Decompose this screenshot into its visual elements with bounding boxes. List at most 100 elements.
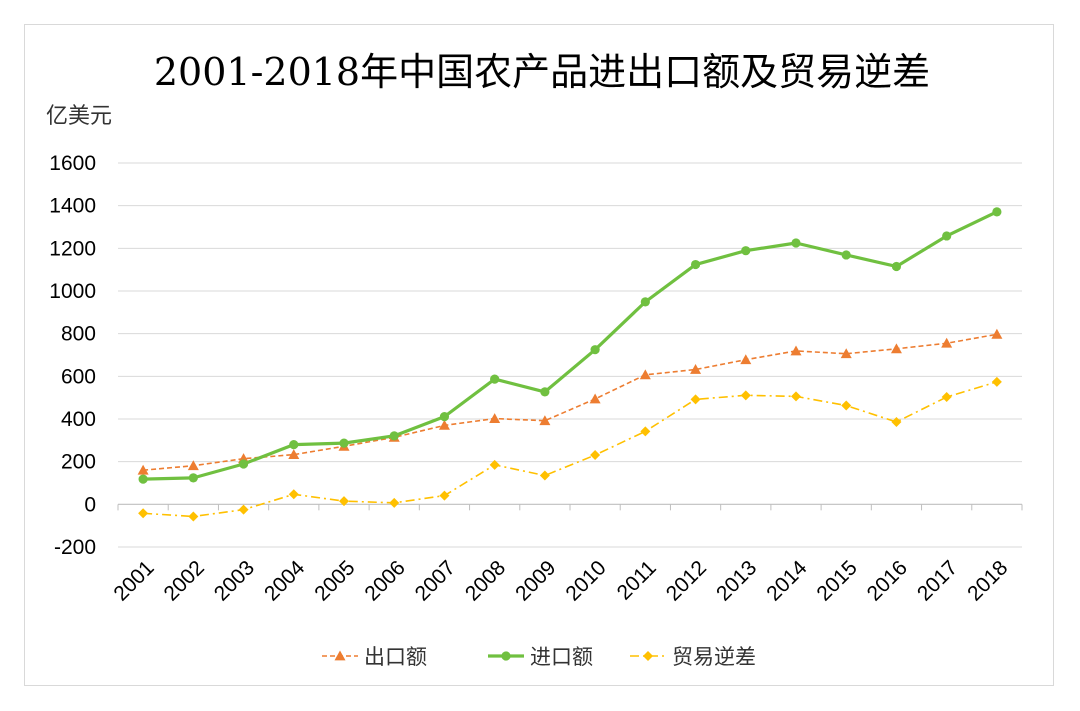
data-point xyxy=(992,207,1002,217)
data-point xyxy=(890,343,902,354)
series-layer xyxy=(137,207,1003,522)
data-point xyxy=(490,374,500,384)
data-point xyxy=(339,438,349,448)
data-point xyxy=(639,369,651,380)
data-point xyxy=(690,364,702,374)
legend-item: 贸易逆差 xyxy=(630,645,756,669)
data-point xyxy=(741,246,751,256)
chart-frame xyxy=(24,24,1054,686)
data-point xyxy=(740,390,751,401)
y-tick-label: 200 xyxy=(61,451,96,474)
legend-item: 出口额 xyxy=(322,645,427,669)
legend-marker xyxy=(334,650,346,661)
data-point xyxy=(840,348,852,359)
data-point xyxy=(841,400,852,411)
x-tick-label: 2014 xyxy=(762,556,812,606)
legend-marker xyxy=(501,651,511,661)
data-point xyxy=(187,460,199,471)
data-point xyxy=(690,394,701,405)
series-line xyxy=(143,333,998,471)
y-tick-label: 800 xyxy=(61,323,96,346)
y-tick-label: 1000 xyxy=(49,280,96,303)
data-point xyxy=(188,473,198,483)
data-point xyxy=(942,231,952,241)
x-tick-label: 2009 xyxy=(511,556,560,605)
y-tick-label: 0 xyxy=(84,493,96,516)
x-tick-label: 2011 xyxy=(613,556,661,604)
data-point xyxy=(640,297,650,307)
data-point xyxy=(238,459,249,469)
y-tick-label: -200 xyxy=(54,536,96,559)
data-point xyxy=(137,464,149,475)
data-point xyxy=(439,412,450,422)
series-2 xyxy=(138,207,1002,484)
series-line xyxy=(143,210,998,481)
x-tick-label: 2002 xyxy=(160,556,209,605)
x-tick-label: 2013 xyxy=(712,556,761,605)
x-axis-ticks: 2001 2002 2003 2004 2005 2006 2007 2008 2009 2010… xyxy=(109,556,1012,606)
y-tick-label: 600 xyxy=(61,365,96,388)
legend-label: 贸易逆差 xyxy=(672,645,756,669)
data-point xyxy=(891,416,902,427)
data-point xyxy=(891,261,902,272)
data-point xyxy=(539,470,550,481)
data-point xyxy=(138,508,149,519)
x-tick-label: 2010 xyxy=(561,556,610,605)
x-axis xyxy=(117,503,1023,511)
x-tick-label: 2012 xyxy=(662,556,711,605)
series-1 xyxy=(137,328,1003,475)
y-tick-label: 1200 xyxy=(49,237,96,260)
data-point xyxy=(389,431,399,441)
data-point xyxy=(339,496,349,507)
data-point xyxy=(941,337,953,348)
data-point xyxy=(740,354,752,365)
data-point xyxy=(289,440,299,450)
data-point xyxy=(590,345,600,355)
data-point xyxy=(540,387,550,397)
data-point xyxy=(841,250,851,260)
gridlines xyxy=(118,162,1022,548)
legend-item: 进口额 xyxy=(488,645,593,669)
legend-label: 出口额 xyxy=(364,645,427,669)
legend-label: 进口额 xyxy=(530,645,593,669)
data-point xyxy=(438,419,450,430)
x-tick-label: 2018 xyxy=(963,556,1012,605)
x-tick-label: 2007 xyxy=(411,556,460,605)
x-tick-label: 2008 xyxy=(461,556,510,605)
data-point xyxy=(791,238,801,248)
data-point xyxy=(238,504,249,515)
chart-title: 2001-2018年中国农产品进出口额及贸易逆差 xyxy=(154,50,930,94)
data-point xyxy=(188,511,199,522)
x-tick-label: 2016 xyxy=(863,556,912,605)
data-point xyxy=(489,459,500,470)
x-tick-label: 2005 xyxy=(310,556,359,605)
data-point xyxy=(590,450,601,461)
legend: 出口额 进口额 贸易逆差 xyxy=(322,645,756,669)
x-tick-label: 2004 xyxy=(260,556,310,606)
y-axis-ticks: 1600 1400 1200 1000 800 600 400 200 0 -200 xyxy=(49,152,96,559)
data-point xyxy=(589,393,601,404)
data-point xyxy=(138,474,148,484)
data-point xyxy=(389,497,400,508)
series-3 xyxy=(138,376,1002,522)
y-axis-label: 亿美元 xyxy=(46,104,112,129)
data-point xyxy=(991,376,1002,387)
data-point xyxy=(288,449,300,460)
data-point xyxy=(489,413,501,423)
data-point xyxy=(790,345,802,356)
x-tick-label: 2003 xyxy=(210,556,259,605)
data-point xyxy=(640,426,651,437)
data-point xyxy=(439,490,450,501)
data-point xyxy=(288,489,299,500)
y-tick-label: 400 xyxy=(61,408,96,431)
legend-marker xyxy=(643,651,653,661)
data-point xyxy=(991,328,1003,339)
data-point xyxy=(690,259,701,270)
x-tick-label: 2015 xyxy=(812,556,861,605)
data-point xyxy=(941,392,952,403)
x-tick-label: 2006 xyxy=(360,556,409,605)
x-tick-label: 2017 xyxy=(913,556,962,605)
y-tick-label: 1600 xyxy=(49,152,96,175)
data-point xyxy=(791,391,801,402)
